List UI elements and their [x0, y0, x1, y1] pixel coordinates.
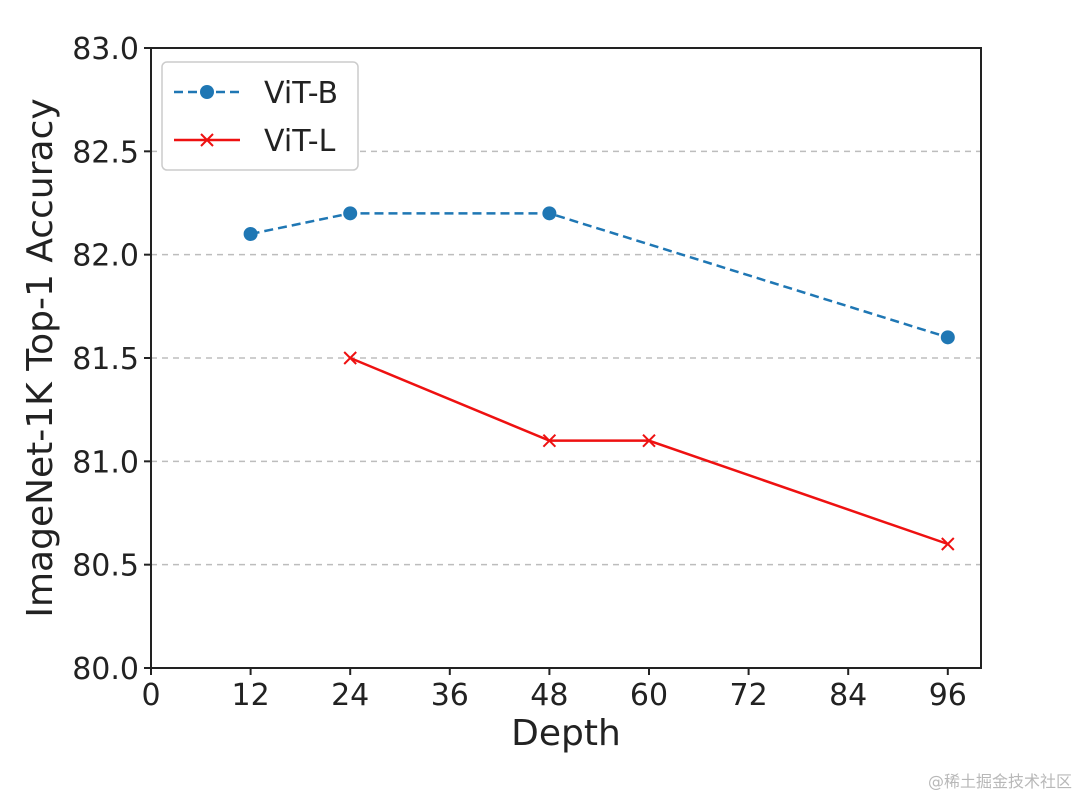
x-tick-label: 12	[232, 678, 270, 713]
x-tick-label: 0	[141, 678, 160, 713]
x-tick-label: 24	[331, 678, 369, 713]
data-point-vit-l	[343, 351, 357, 365]
y-tick-label: 81.5	[72, 342, 139, 377]
data-point-vit-b	[343, 206, 358, 221]
y-axis-label: ImageNet-1K Top-1 Accuracy	[20, 98, 61, 617]
data-point-vit-l	[642, 433, 656, 448]
y-tick-label: 80.5	[72, 549, 139, 584]
series-vit-b	[243, 206, 955, 345]
legend-marker	[200, 85, 214, 99]
y-tick-label: 81.0	[72, 445, 139, 480]
data-series	[243, 206, 955, 551]
x-tick-label: 48	[530, 678, 568, 713]
legend-marker	[200, 133, 214, 147]
legend-label: ViT-B	[264, 76, 338, 111]
x-tick-label: 72	[730, 678, 768, 713]
data-point-vit-b	[940, 330, 955, 345]
data-point-vit-b	[243, 227, 258, 241]
x-tick-label: 36	[431, 678, 469, 713]
grid-lines	[151, 150, 981, 566]
legend-item-vit-b: ViT-B	[174, 76, 338, 111]
data-point-vit-l	[542, 433, 557, 448]
axis-ticks: 0 12 24 36 48 60 72 84 96 80.0 80.5 81.0 81.5 82.0 82.…	[72, 32, 967, 713]
series-vit-l	[343, 351, 955, 551]
legend-item-vit-l: ViT-L	[174, 124, 336, 159]
x-tick-label: 60	[630, 678, 668, 713]
watermark: @稀土掘金技术社区	[927, 772, 1072, 791]
series-line-vit-l	[349, 356, 949, 546]
y-tick-label: 80.0	[72, 652, 139, 687]
series-line-vit-b	[250, 212, 949, 339]
x-axis-label: Depth	[511, 713, 621, 754]
x-tick-label: 84	[829, 678, 867, 713]
y-tick-label: 82.5	[72, 135, 139, 170]
legend: ViT-B ViT-L	[161, 61, 359, 171]
y-tick-label: 83.0	[72, 32, 139, 67]
x-tick-label: 96	[929, 678, 967, 713]
data-point-vit-l	[941, 537, 955, 551]
legend-label: ViT-L	[264, 124, 336, 159]
y-tick-label: 82.0	[72, 239, 139, 274]
data-point-vit-b	[542, 206, 557, 221]
